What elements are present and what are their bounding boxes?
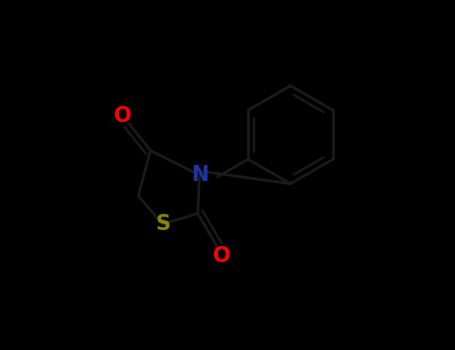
Text: O: O xyxy=(213,245,231,266)
Text: N: N xyxy=(191,165,208,185)
Text: O: O xyxy=(114,105,131,126)
Text: S: S xyxy=(155,214,170,234)
